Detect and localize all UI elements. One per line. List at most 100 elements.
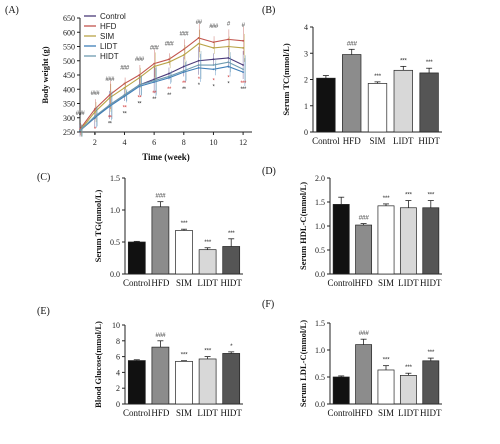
data-point xyxy=(212,47,215,49)
bar-sim xyxy=(377,369,395,405)
y-tick-label: 3 xyxy=(304,49,308,58)
y-tick-label: 1.0 xyxy=(315,346,325,355)
x-tick-label: LIDT xyxy=(197,408,218,418)
significance-mark: ### xyxy=(91,91,101,97)
significance-mark: * xyxy=(94,127,97,133)
bar-sim xyxy=(377,205,395,275)
y-axis-label: Serum TC(mmol/L) xyxy=(281,43,291,115)
data-point xyxy=(182,71,185,74)
data-point xyxy=(79,129,81,132)
bar-control xyxy=(127,360,146,405)
significance-mark: *** xyxy=(181,352,188,359)
y-tick-label: 0.0 xyxy=(110,270,120,279)
data-point xyxy=(227,65,230,68)
panel-label: (C) xyxy=(37,172,50,183)
y-tick-label: 0.5 xyxy=(315,246,325,255)
panel-label: (D) xyxy=(262,166,276,177)
data-point xyxy=(153,81,156,84)
significance-mark: * xyxy=(198,83,201,89)
bar-control xyxy=(332,376,350,405)
data-point xyxy=(153,79,156,82)
y-tick-label: 650 xyxy=(63,14,75,23)
significance-mark: *** xyxy=(204,348,211,355)
data-point xyxy=(138,76,141,79)
significance-mark: ### xyxy=(359,330,370,337)
significance-mark: *** xyxy=(181,220,188,227)
data-point xyxy=(138,74,141,76)
data-point xyxy=(182,69,185,72)
y-tick-label: 400 xyxy=(63,85,75,94)
y-tick-label: 4 xyxy=(304,23,308,32)
bar-sim xyxy=(367,83,388,133)
significance-mark: *** xyxy=(405,192,412,199)
data-point xyxy=(153,62,156,65)
significance-mark: * xyxy=(230,343,233,350)
x-tick-label: LIDT xyxy=(197,278,218,288)
y-axis-label: Serum TG(mmol/L) xyxy=(93,189,103,262)
data-point xyxy=(197,37,200,39)
x-axis-label: Time (week) xyxy=(142,152,190,162)
y-tick-label: 1.0 xyxy=(110,206,120,215)
bar-lidt xyxy=(198,358,217,405)
panel-label: (A) xyxy=(5,5,19,16)
data-point xyxy=(168,61,170,64)
x-tick-label: HFD xyxy=(151,408,170,418)
y-tick-label: 0 xyxy=(304,128,308,137)
significance-mark: ** xyxy=(108,121,113,127)
data-point xyxy=(168,75,170,78)
significance-mark: * xyxy=(213,84,216,90)
data-point xyxy=(168,58,170,61)
significance-mark: *** xyxy=(427,192,434,199)
significance-mark: *** xyxy=(400,57,407,64)
significance-mark: ### xyxy=(165,41,175,47)
data-point xyxy=(227,45,230,48)
data-point xyxy=(227,57,230,59)
x-tick-label: SIM xyxy=(369,136,385,146)
legend-item: HIDT xyxy=(100,52,119,61)
data-point xyxy=(123,94,126,96)
x-tick-label: SIM xyxy=(176,408,192,418)
bar-hidt xyxy=(419,72,439,133)
significance-mark: *** xyxy=(383,195,390,202)
x-tick-label: HFD xyxy=(343,136,362,146)
y-tick-label: 6 xyxy=(116,353,120,362)
y-tick-label: 0 xyxy=(116,400,120,409)
data-point xyxy=(197,66,200,69)
legend-item: SIM xyxy=(100,32,115,41)
data-point xyxy=(108,96,111,99)
data-point xyxy=(212,58,215,61)
y-tick-label: 0.5 xyxy=(110,238,120,247)
significance-mark: *** xyxy=(426,59,433,66)
y-tick-label: 450 xyxy=(63,71,75,80)
x-tick-label: HFD xyxy=(151,278,170,288)
x-tick-label: HFD xyxy=(355,278,374,288)
x-tick-label: 12 xyxy=(239,138,247,147)
significance-mark: * xyxy=(94,133,97,139)
x-tick-label: HIDT xyxy=(420,408,442,418)
bar-hfd xyxy=(151,346,170,405)
significance-mark: ** xyxy=(123,105,128,111)
significance-mark: *** xyxy=(228,230,235,237)
significance-mark: ** xyxy=(167,93,172,99)
bar-control xyxy=(127,241,146,275)
y-tick-label: 500 xyxy=(63,57,75,66)
x-tick-label: Control xyxy=(312,136,340,146)
y-tick-label: 0.5 xyxy=(315,373,325,382)
significance-mark: *** xyxy=(383,357,390,364)
y-tick-label: 0.0 xyxy=(315,400,325,409)
x-tick-label: SIM xyxy=(176,278,192,288)
data-point xyxy=(138,85,141,88)
significance-mark: ** xyxy=(152,91,157,97)
panel-label: (F) xyxy=(262,299,274,310)
data-point xyxy=(123,82,126,85)
bar-hfd xyxy=(355,344,373,405)
y-tick-label: 1.5 xyxy=(110,174,120,183)
x-tick-label: LIDT xyxy=(398,278,419,288)
data-point xyxy=(212,64,215,66)
significance-mark: * xyxy=(198,77,201,83)
legend-item: HFD xyxy=(100,22,117,31)
x-tick-label: HIDT xyxy=(220,278,242,288)
data-point xyxy=(168,76,170,79)
x-tick-label: 6 xyxy=(152,138,156,147)
y-tick-label: 2 xyxy=(304,76,308,85)
